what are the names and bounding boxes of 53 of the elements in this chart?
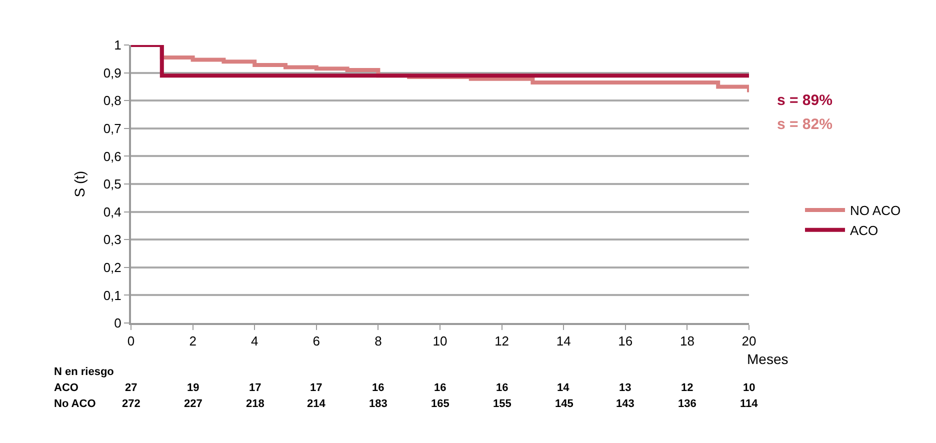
text: 16: [496, 382, 508, 394]
text: 19: [187, 382, 200, 394]
x-tick-label: 14: [556, 334, 571, 349]
y-tick-label: 0,1: [103, 288, 122, 303]
text: 10: [743, 382, 756, 394]
y-tick-label: 0,2: [103, 260, 122, 275]
x-tick-label: 6: [312, 334, 320, 349]
text: 145: [555, 398, 574, 410]
y-axis-title: S (t): [71, 170, 88, 198]
text: 16: [372, 382, 384, 394]
text: 13: [619, 382, 632, 394]
legend-label: NO ACO: [850, 203, 901, 218]
y-tick-label: 0,4: [103, 204, 122, 220]
text: 227: [184, 398, 202, 410]
x-tick-label: 10: [432, 334, 448, 349]
x-tick-label: 16: [618, 334, 633, 349]
y-tick-label: 0: [114, 316, 122, 331]
x-axis-title: Meses: [747, 351, 788, 367]
text: 114: [740, 398, 759, 410]
legend-label: ACO: [850, 222, 878, 238]
text: 136: [678, 398, 696, 410]
text: No ACO: [54, 398, 96, 410]
text: s = 82%: [777, 116, 832, 133]
y-tick-label: 0,3: [103, 232, 122, 248]
text: 183: [369, 398, 388, 410]
text: N en riesgo: [54, 366, 114, 378]
text: 218: [246, 398, 264, 410]
text: 155: [493, 398, 512, 410]
text: 27: [125, 382, 138, 394]
text: 272: [122, 398, 140, 410]
y-tick-label: 1: [114, 38, 122, 53]
text: 12: [681, 382, 694, 394]
y-tick-label: 0,8: [103, 93, 122, 108]
y-tick-label: 0,7: [103, 120, 122, 136]
y-tick-label: 0,9: [103, 65, 122, 80]
text: 214: [307, 398, 326, 410]
x-tick-label: 2: [189, 334, 196, 349]
x-tick-label: 20: [742, 334, 756, 349]
x-tick-label: 0: [127, 334, 135, 349]
text: s = 89%: [777, 92, 832, 109]
text: 17: [249, 382, 262, 394]
text: ACO: [54, 382, 79, 394]
text: 14: [557, 382, 570, 394]
x-tick-label: 4: [250, 334, 258, 349]
text: 143: [616, 398, 634, 410]
y-tick-label: 0,6: [103, 148, 122, 164]
x-tick-label: 12: [494, 334, 510, 349]
x-tick-label: 18: [680, 334, 694, 349]
text: 165: [431, 398, 450, 410]
text: 17: [310, 382, 322, 394]
text: 16: [434, 382, 446, 394]
y-tick-label: 0,5: [103, 176, 122, 192]
x-tick-label: 8: [374, 334, 382, 349]
